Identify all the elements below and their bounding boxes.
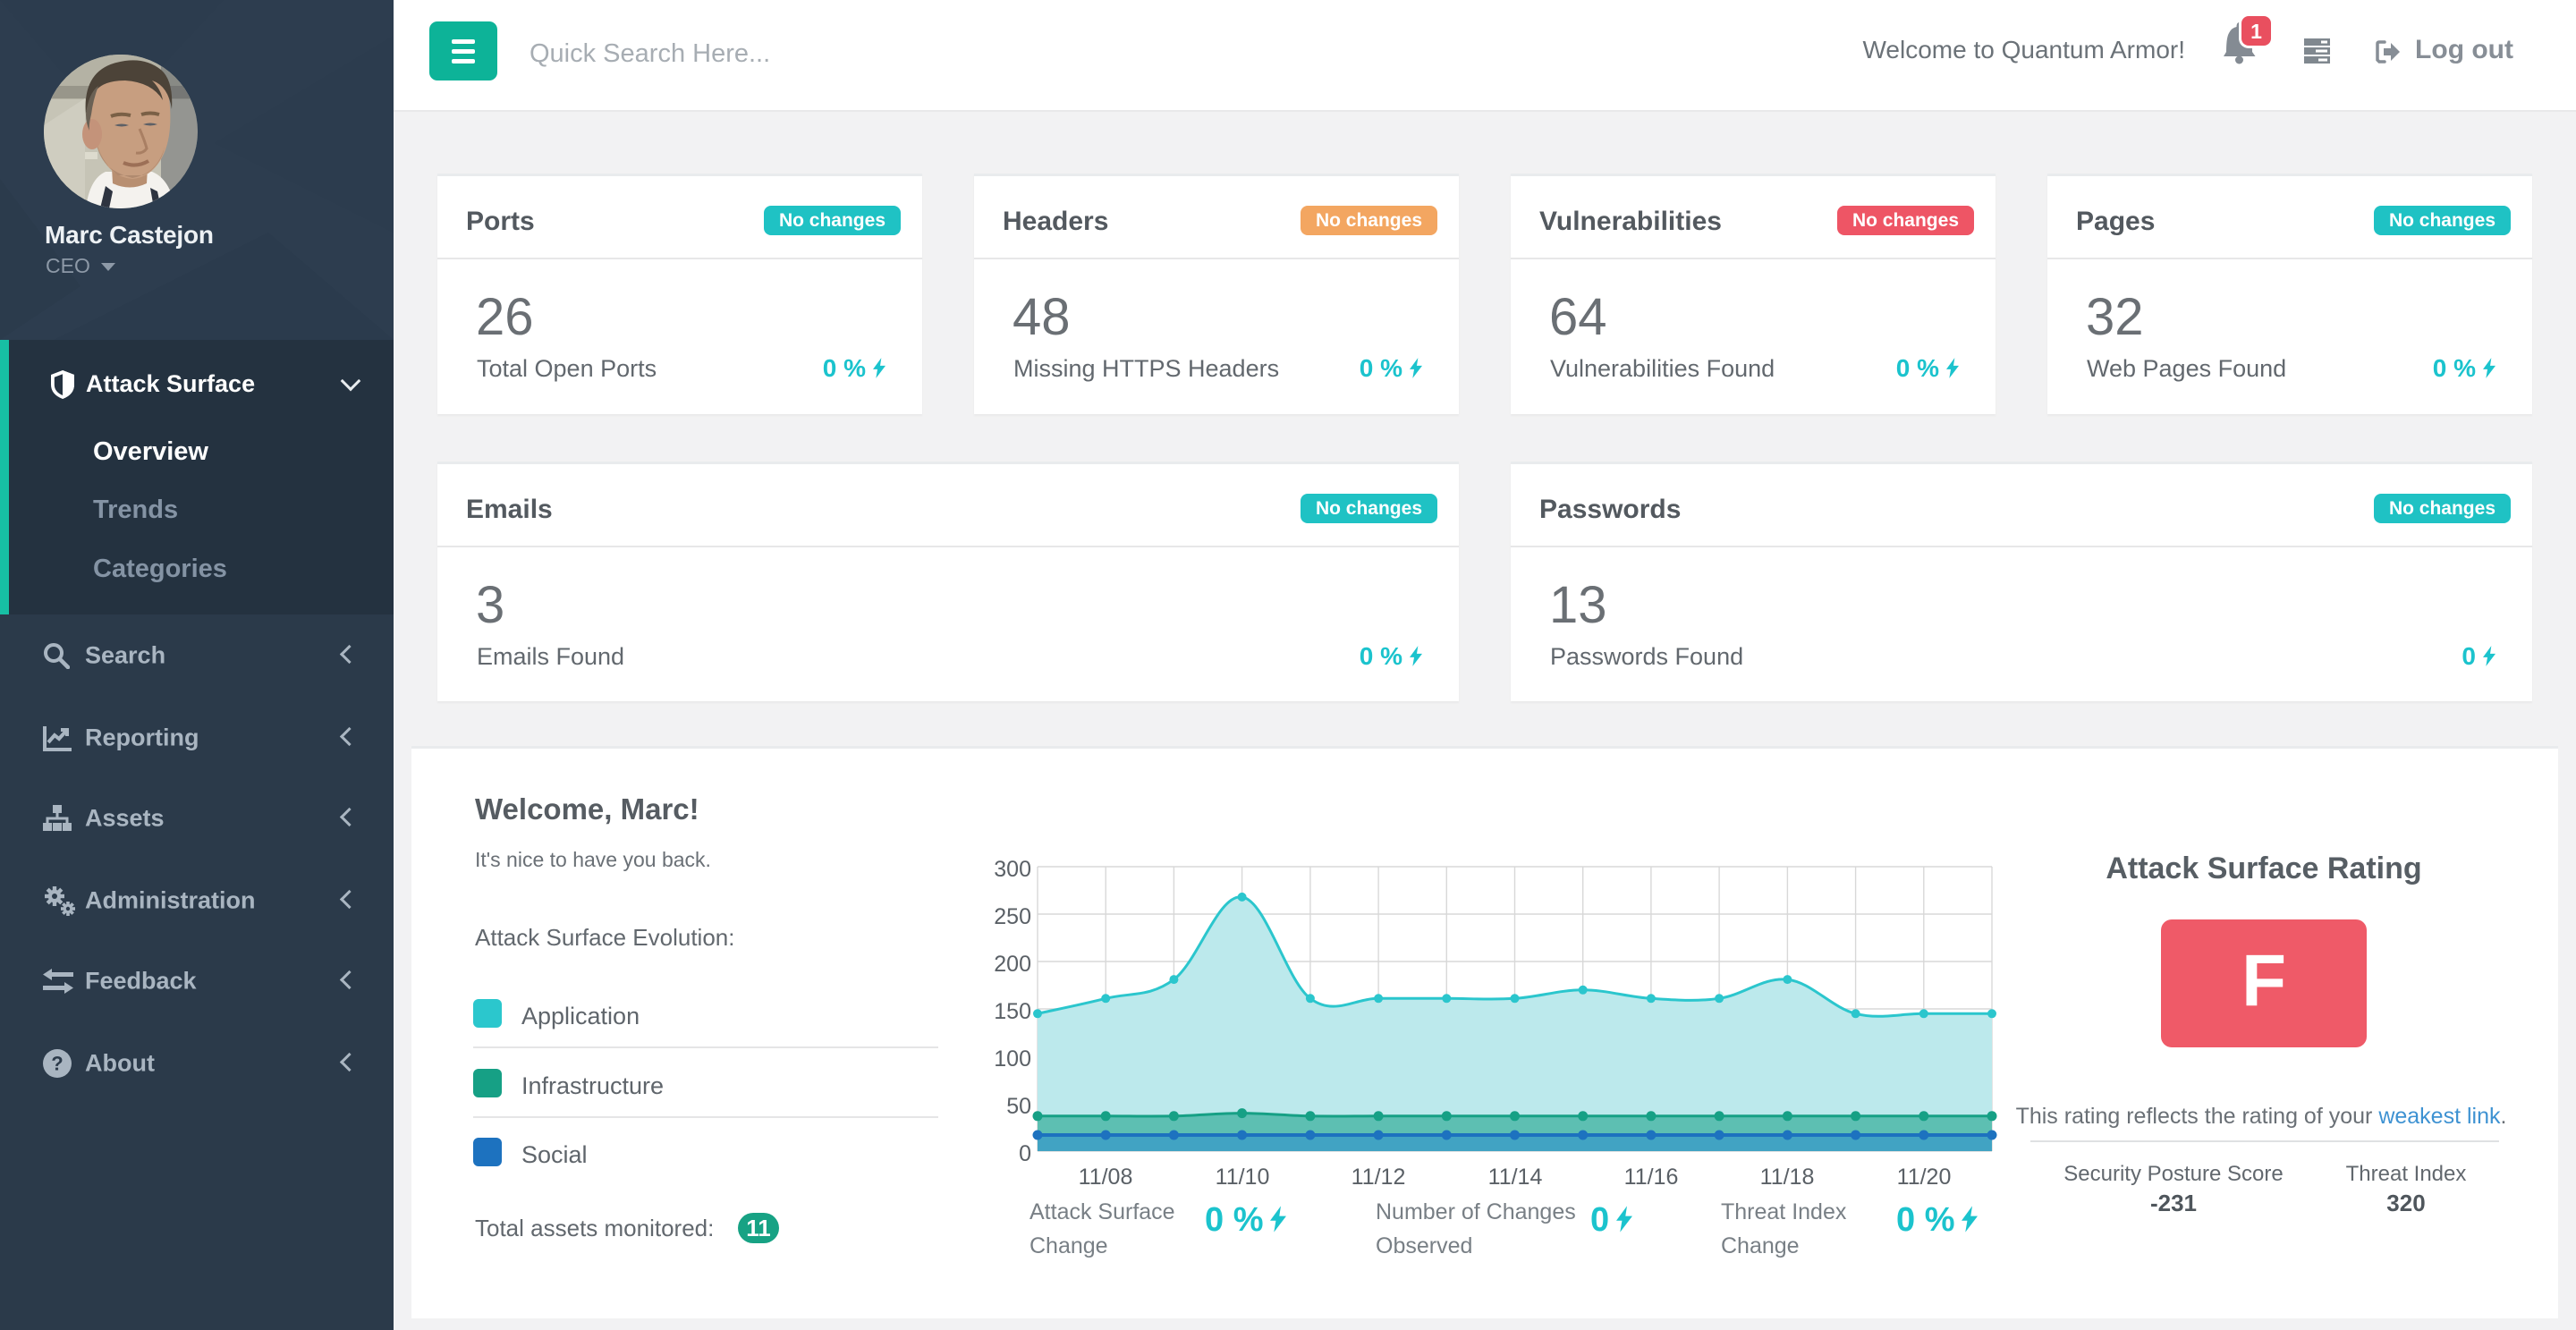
svg-text:11/20: 11/20 bbox=[1897, 1165, 1952, 1190]
svg-text:11/08: 11/08 bbox=[1079, 1165, 1133, 1190]
svg-text:100: 100 bbox=[994, 1046, 1031, 1072]
svg-text:11/14: 11/14 bbox=[1488, 1165, 1543, 1190]
svg-text:0: 0 bbox=[1019, 1141, 1031, 1166]
svg-text:?: ? bbox=[51, 1053, 63, 1075]
svg-text:150: 150 bbox=[994, 999, 1031, 1024]
svg-text:11/10: 11/10 bbox=[1216, 1165, 1270, 1190]
svg-text:300: 300 bbox=[994, 857, 1031, 882]
svg-text:200: 200 bbox=[994, 952, 1031, 977]
svg-text:11/12: 11/12 bbox=[1352, 1165, 1406, 1190]
svg-text:1: 1 bbox=[2250, 20, 2262, 43]
svg-text:250: 250 bbox=[994, 904, 1031, 929]
svg-text:11/18: 11/18 bbox=[1760, 1165, 1815, 1190]
svg-text:11/16: 11/16 bbox=[1624, 1165, 1679, 1190]
svg-text:50: 50 bbox=[1006, 1094, 1031, 1119]
